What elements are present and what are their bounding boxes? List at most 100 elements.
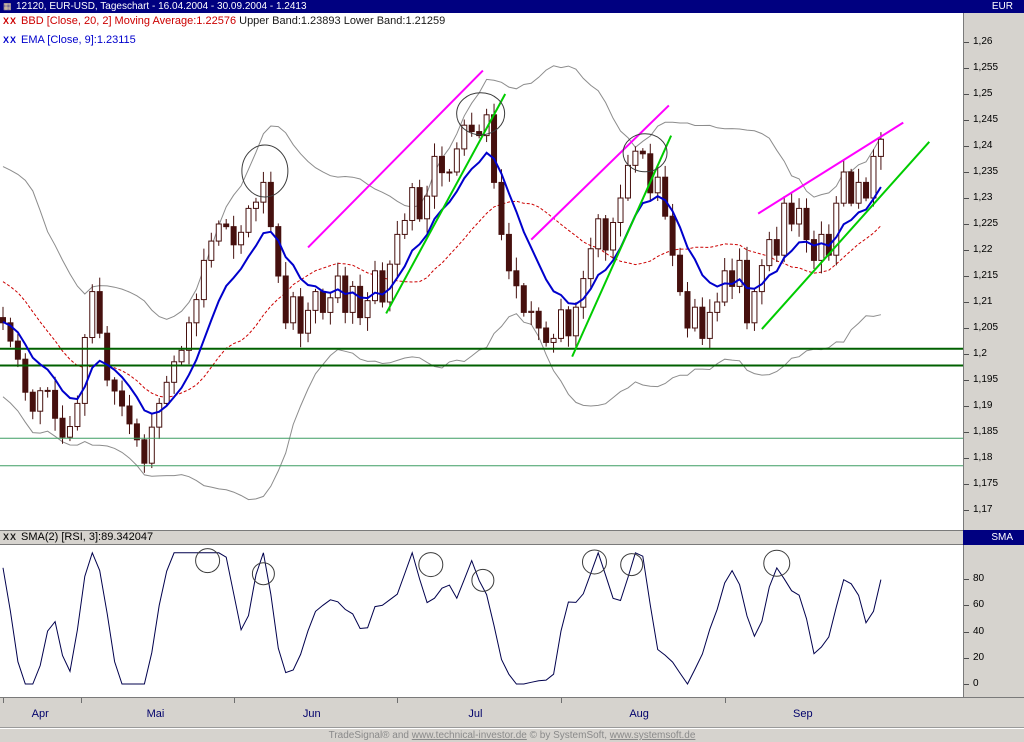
- price-axis-label: 1,245: [973, 114, 999, 125]
- peak-circle: [622, 133, 668, 173]
- rsi-peak-circle: [620, 553, 644, 577]
- price-axis-tick: [964, 380, 969, 381]
- candle-body: [171, 361, 178, 383]
- rsi-scale-label: SMA: [963, 530, 1024, 545]
- candle-body: [22, 358, 29, 393]
- candle-body: [669, 215, 676, 256]
- rsi-pane[interactable]: [0, 545, 963, 697]
- price-axis-tick: [964, 406, 969, 407]
- rsi-remove-icon[interactable]: XX: [3, 532, 18, 542]
- candle-body: [163, 381, 170, 404]
- candle-body: [662, 176, 669, 217]
- chart-title: 12120, EUR-USD, Tageschart - 16.04.2004 …: [16, 1, 307, 12]
- candle-body: [535, 310, 542, 329]
- rsi-axis-tick: [964, 631, 969, 633]
- candle-body: [714, 301, 721, 313]
- price-axis-label: 1,25: [973, 88, 993, 99]
- rsi-axis-tick: [964, 605, 969, 607]
- candle-body: [513, 270, 520, 287]
- status-text-left: TradeSignal® and: [328, 730, 412, 741]
- price-axis-label: 1,205: [973, 322, 999, 333]
- bollinger-legend: XX BBD [Close, 20, 2] Moving Average:1.22…: [3, 15, 445, 27]
- price-axis-tick: [964, 510, 969, 511]
- candle-body: [565, 309, 572, 337]
- candle-body: [818, 233, 825, 261]
- candle-body: [520, 285, 527, 313]
- candle-body: [193, 299, 200, 324]
- x-axis-month-label: Jul: [468, 708, 483, 720]
- candle-body: [52, 389, 59, 419]
- trend-line: [571, 135, 673, 358]
- candle-body: [833, 202, 840, 256]
- candle-body: [37, 390, 44, 412]
- price-axis-label: 1,215: [973, 270, 999, 281]
- candle-body: [379, 270, 386, 303]
- title-bar: ▦ 12120, EUR-USD, Tageschart - 16.04.200…: [0, 0, 1024, 13]
- ema-remove-icon[interactable]: XX: [3, 35, 18, 45]
- price-axis-tick: [964, 172, 969, 173]
- candle-body: [401, 219, 408, 235]
- x-axis-tick: [561, 698, 562, 703]
- price-axis-label: 1,23: [973, 192, 993, 203]
- candle-body: [863, 181, 870, 199]
- candle-body: [610, 221, 617, 251]
- candle-body: [59, 417, 66, 438]
- candle-body: [290, 296, 297, 324]
- rsi-peak-circle: [418, 552, 444, 578]
- candle-body: [550, 337, 557, 343]
- price-axis-tick: [964, 276, 969, 277]
- candle-body: [602, 218, 609, 251]
- price-axis-label: 1,22: [973, 244, 993, 255]
- rsi-axis-label: 0: [973, 678, 979, 689]
- candle-body: [178, 349, 185, 363]
- price-axis-label: 1,19: [973, 400, 993, 411]
- price-axis-tick: [964, 198, 969, 199]
- chart-icon: ▦: [3, 1, 12, 11]
- candle-body: [438, 155, 445, 174]
- status-link-systemsoft[interactable]: www.systemsoft.de: [609, 730, 696, 741]
- candle-body: [803, 207, 810, 241]
- price-axis-tick: [964, 328, 969, 329]
- x-axis-tick: [81, 698, 83, 703]
- main-chart-svg[interactable]: [0, 13, 963, 530]
- candle-body: [758, 265, 765, 293]
- price-axis-tick: [964, 250, 969, 251]
- candle-body: [305, 309, 312, 334]
- candle-body: [647, 153, 654, 194]
- x-axis-month-label: Mai: [146, 708, 165, 720]
- candle-body: [461, 124, 468, 150]
- candle-body: [796, 207, 803, 225]
- candle-body: [453, 148, 460, 173]
- price-axis-tick: [964, 120, 969, 121]
- price-axis-label: 1,235: [973, 166, 999, 177]
- candle-body: [186, 322, 192, 351]
- candle-body: [468, 124, 475, 133]
- price-axis-label: 1,24: [973, 140, 993, 151]
- status-text-mid: © by SystemSoft,: [526, 730, 610, 741]
- main-chart-pane[interactable]: XX BBD [Close, 20, 2] Moving Average:1.22…: [0, 13, 963, 530]
- rsi-axis-tick: [964, 684, 969, 685]
- candle-body: [528, 310, 535, 313]
- candle-body: [119, 390, 126, 407]
- rsi-chart-svg[interactable]: [0, 545, 963, 697]
- candle-body: [357, 285, 364, 319]
- price-scale-label: EUR: [991, 1, 1013, 12]
- price-axis-tick: [964, 94, 969, 95]
- price-axis-label: 1,18: [973, 452, 993, 463]
- price-axis-label: 1,26: [973, 36, 993, 47]
- candle-body: [736, 259, 743, 287]
- rsi-axis-label: 40: [973, 625, 985, 637]
- candle-body: [788, 202, 795, 225]
- candle-body: [632, 150, 639, 166]
- trend-line: [307, 69, 484, 249]
- status-link-technical-investor[interactable]: www.technical-investor.de: [411, 730, 527, 741]
- candle-body: [691, 306, 698, 329]
- price-axis: 1,26 1,255 1,25 1,245 1,24 1,235 1,23 1,225 1,22…: [963, 13, 1024, 530]
- time-axis: Apr Mai Jun Jul Aug Sep: [0, 697, 1024, 728]
- price-axis-tick: [964, 302, 969, 303]
- candle-body: [238, 231, 245, 246]
- candle-body: [245, 207, 252, 233]
- candle-body: [126, 405, 133, 425]
- bollinger-remove-icon[interactable]: XX: [3, 16, 18, 26]
- x-axis-tick: [724, 698, 726, 703]
